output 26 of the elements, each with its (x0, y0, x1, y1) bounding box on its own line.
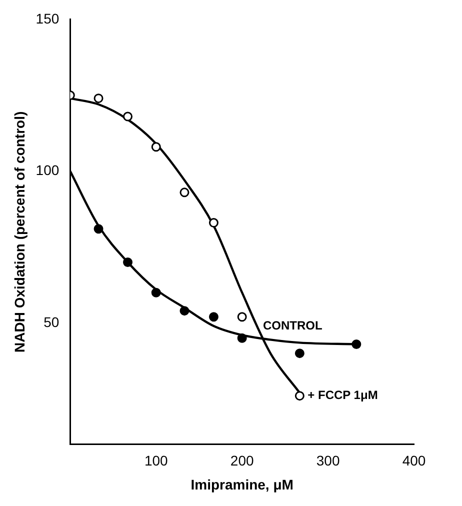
point (151, 142, 161, 152)
point (294, 391, 304, 401)
annotation: CONTROL (262, 318, 322, 332)
point (123, 258, 132, 268)
y-tick-label: 100 (36, 162, 60, 178)
point (294, 348, 304, 358)
y-tick-label: 50 (44, 314, 60, 330)
x-tick-label: 200 (230, 452, 254, 469)
point (352, 339, 362, 349)
x-tick-label: 300 (316, 452, 340, 469)
point (208, 218, 218, 228)
point (237, 333, 247, 343)
point (237, 312, 247, 322)
point (94, 224, 104, 234)
x-tick-label: 100 (144, 452, 168, 469)
annotation: + FCCP 1μM (308, 388, 378, 402)
point (180, 306, 190, 316)
x-tick-label: 400 (402, 452, 426, 469)
x-axis-title: Imipramine, μM (190, 476, 294, 492)
point (151, 288, 161, 298)
point (123, 112, 132, 122)
point (94, 94, 104, 104)
point (180, 188, 190, 198)
y-axis-title: NADH Oxidation (percent of control) (11, 111, 28, 352)
point (208, 312, 218, 322)
y-tick-label: 150 (36, 10, 60, 26)
